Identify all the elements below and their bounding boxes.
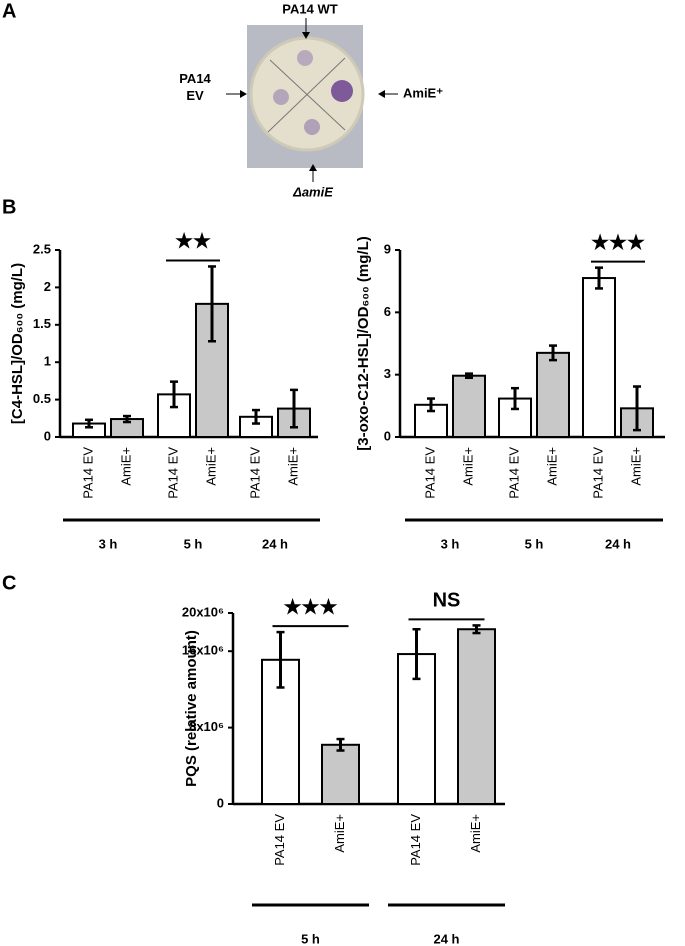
colony [304,119,320,135]
arrowhead [378,90,385,98]
y-axis-label: PQS (relative amount) [183,630,200,787]
bar-label: AmiE+ [460,447,475,486]
bar-label: AmiE+ [628,447,643,486]
bar-label: PA14 EV [506,447,521,499]
y-tick-label: 9 [384,241,391,256]
colony [273,89,289,105]
bar [321,743,360,805]
bar-label: AmiE+ [544,447,559,486]
y-tick-label: 0 [217,795,224,810]
y-axis-label: [C4-HSL]/OD₆₀₀ (mg/L) [9,263,26,424]
significance-label: ★★ [175,231,211,253]
arrowhead [302,32,310,39]
group-label: 24 h [262,536,288,551]
bar-label: PA14 EV [408,814,423,866]
bar-label: PA14 EV [165,447,180,499]
bar-label: PA14 EV [80,447,95,499]
colony [331,80,353,102]
bar-label: AmiE+ [468,814,483,853]
panel-label: C [2,572,16,594]
bar-label: AmiE+ [203,447,218,486]
group-label: 3 h [441,536,460,551]
significance-label: ★★★ [284,596,338,618]
y-tick-label: 1.5 [33,316,51,331]
group-label: 24 h [433,931,459,946]
colony [297,50,313,66]
bar [582,277,616,438]
y-axis-label: [3-oxo-C12-HSL]/OD₆₀₀ (mg/L) [355,236,372,451]
group-label: 3 h [99,536,118,551]
y-tick-label: 16x10⁶ [182,643,224,658]
plate-label-box: PA14 EV [179,71,211,103]
group-label: 5 h [301,931,320,946]
group-label: 24 h [605,536,631,551]
y-tick-label: 1 [44,354,51,369]
bar-label: PA14 EV [247,447,262,499]
y-tick-label: 0 [384,428,391,443]
y-tick-label: 0.5 [33,391,51,406]
bar-label: AmiE+ [285,447,300,486]
plate-divider [267,57,346,133]
bar [457,628,496,805]
significance-label: ★★★ [591,232,645,254]
y-tick-label: 2.5 [33,241,51,256]
y-tick-label: 6 [384,304,391,319]
bar-label: PA14 EV [590,447,605,499]
bar-label: PA14 EV [422,447,437,499]
group-label: 5 h [525,536,544,551]
plate-label: PA14 WT [282,1,337,16]
bar [452,374,486,439]
plate-label: ΔamiE [292,184,333,199]
group-label: 5 h [184,536,203,551]
panel-label: A [2,0,16,22]
plate-label: PA14 EV [179,71,211,103]
panel-label: B [2,196,16,218]
bar-label: PA14 EV [272,814,287,866]
y-tick-label: 20x10⁶ [182,604,224,619]
y-tick-label: 0 [44,428,51,443]
y-tick-label: 3 [384,366,391,381]
arrowhead [240,90,247,98]
bar-label: AmiE+ [332,814,347,853]
arrowhead [309,164,317,171]
plate-divider [269,59,346,131]
significance-label: NS [433,590,461,612]
bar-label: AmiE+ [118,447,133,486]
bar [536,351,570,439]
plate-photo [247,25,365,168]
plate-label: AmiE⁺ [403,85,443,100]
y-tick-label: 8x10⁶ [189,719,224,734]
y-tick-label: 2 [44,279,51,294]
